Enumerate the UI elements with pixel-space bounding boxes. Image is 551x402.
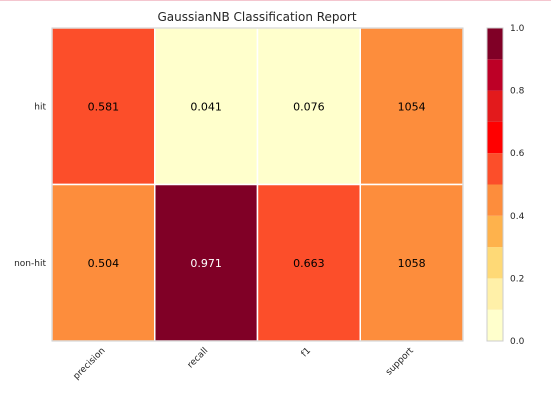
- cell-value-hit-recall: 0.041: [190, 100, 222, 113]
- cell-value-non-hit-f1: 0.663: [293, 257, 325, 270]
- chart-title: GaussianNB Classification Report: [157, 10, 356, 24]
- colorbar-segment-4: [487, 184, 503, 216]
- heatmap-cell-hit-recall: [154, 27, 259, 186]
- cell-value-non-hit-precision: 0.504: [88, 257, 120, 270]
- column-label-precision: precision: [72, 346, 108, 382]
- cell-value-hit-precision: 0.581: [88, 100, 120, 113]
- colorbar-tick-label: 1.0: [510, 24, 525, 34]
- colorbar-segment-7: [487, 90, 503, 122]
- colorbar: 0.0 0.2 0.4 0.6 0.8 1.0: [486, 24, 525, 347]
- colorbar-segment-1: [487, 278, 503, 310]
- colorbar-tick-label: 0.2: [510, 274, 524, 284]
- colorbar-tick-label: 0.4: [510, 212, 525, 222]
- row-labels: hit non-hit: [14, 102, 46, 269]
- colorbar-tick-label: 0.0: [510, 337, 525, 347]
- cell-value-non-hit-recall: 0.971: [190, 257, 222, 270]
- colorbar-segment-3: [487, 215, 503, 248]
- colorbar-segment-9: [487, 28, 503, 60]
- column-labels: precision recall f1 support: [72, 346, 416, 382]
- row-label-hit: hit: [34, 102, 46, 112]
- colorbar-segment-0: [487, 309, 503, 341]
- plot-frame: [51, 27, 464, 342]
- column-label-recall: recall: [186, 346, 210, 370]
- colorbar-segment-6: [487, 121, 503, 154]
- cell-value-hit-f1: 0.076: [293, 100, 325, 113]
- cell-value-hit-support: 1054: [398, 100, 426, 113]
- heatmap-cell-non-hit-support: [359, 183, 464, 342]
- colorbar-tick-label: 0.8: [510, 87, 525, 97]
- row-label-non-hit: non-hit: [14, 259, 46, 269]
- colorbar-segment-8: [487, 59, 503, 91]
- colorbar-segment-5: [487, 153, 503, 185]
- cell-value-non-hit-support: 1058: [398, 257, 426, 270]
- top-border-line: [0, 0, 551, 1]
- column-label-support: support: [384, 346, 416, 378]
- column-label-f1: f1: [300, 346, 313, 359]
- colorbar-tick-label: 0.6: [510, 149, 525, 159]
- colorbar-segment-2: [487, 247, 503, 279]
- heatmap-cells: 0.581 0.041 0.076 1054 0.504 0.971 0.663 1058: [51, 27, 464, 342]
- colorbar-frame: [486, 27, 504, 342]
